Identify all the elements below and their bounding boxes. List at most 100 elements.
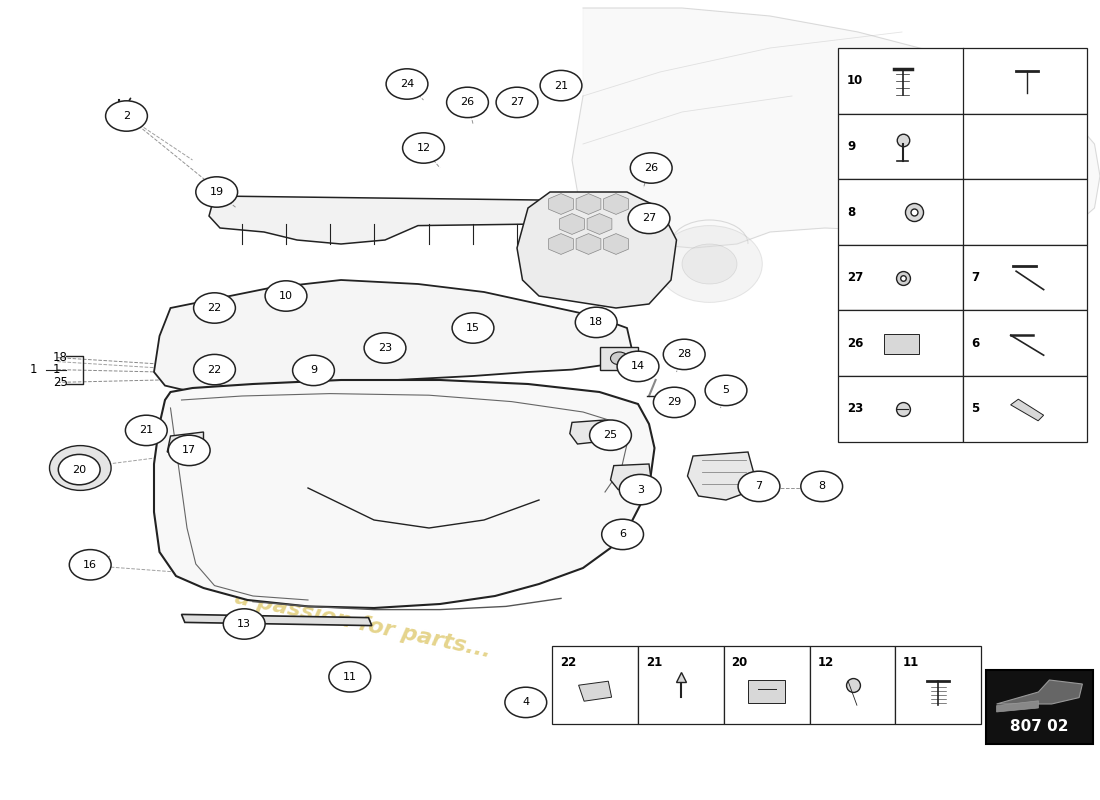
Text: 5: 5	[971, 402, 979, 415]
Circle shape	[364, 333, 406, 363]
Circle shape	[194, 354, 235, 385]
Text: 6: 6	[619, 530, 626, 539]
Text: 25: 25	[604, 430, 617, 440]
Text: a passion for parts...: a passion for parts...	[233, 587, 493, 661]
Polygon shape	[182, 614, 372, 626]
Polygon shape	[604, 194, 628, 214]
Text: 18: 18	[53, 351, 68, 364]
Polygon shape	[209, 196, 544, 244]
Circle shape	[946, 244, 1001, 284]
Circle shape	[575, 307, 617, 338]
Polygon shape	[154, 380, 654, 608]
Polygon shape	[997, 680, 1082, 704]
Text: 24: 24	[400, 79, 414, 89]
Polygon shape	[1011, 399, 1044, 421]
Circle shape	[921, 226, 1026, 302]
Polygon shape	[576, 194, 601, 214]
Polygon shape	[570, 420, 608, 444]
Text: 27: 27	[510, 98, 524, 107]
Circle shape	[196, 177, 238, 207]
Circle shape	[223, 609, 265, 639]
Text: 6: 6	[971, 337, 979, 350]
Text: 22: 22	[208, 303, 221, 313]
Circle shape	[58, 454, 100, 485]
Circle shape	[168, 435, 210, 466]
Circle shape	[590, 420, 631, 450]
Text: 8: 8	[847, 206, 856, 218]
Text: 29: 29	[668, 398, 681, 407]
Circle shape	[106, 101, 147, 131]
Circle shape	[447, 87, 488, 118]
Circle shape	[403, 133, 444, 163]
Text: 12: 12	[817, 656, 834, 669]
FancyBboxPatch shape	[600, 347, 638, 370]
FancyBboxPatch shape	[884, 334, 920, 354]
Circle shape	[738, 471, 780, 502]
FancyBboxPatch shape	[838, 114, 1087, 179]
Text: 15: 15	[466, 323, 480, 333]
Polygon shape	[610, 464, 651, 490]
Text: 2: 2	[123, 111, 130, 121]
Text: 11: 11	[343, 672, 356, 682]
Text: 1: 1	[53, 363, 60, 376]
Text: 10: 10	[847, 74, 864, 87]
Circle shape	[540, 70, 582, 101]
Polygon shape	[688, 452, 754, 500]
Text: 12: 12	[417, 143, 430, 153]
Text: 22: 22	[208, 365, 221, 374]
FancyBboxPatch shape	[838, 48, 1087, 114]
Circle shape	[682, 244, 737, 284]
Text: 27: 27	[847, 271, 864, 284]
Text: 26: 26	[645, 163, 658, 173]
FancyBboxPatch shape	[838, 376, 962, 442]
Text: 8: 8	[818, 482, 825, 491]
Polygon shape	[549, 234, 573, 254]
Text: spares: spares	[214, 496, 402, 544]
Text: 20: 20	[732, 656, 748, 669]
Text: 23: 23	[378, 343, 392, 353]
Circle shape	[801, 471, 843, 502]
Circle shape	[69, 550, 111, 580]
Text: 17: 17	[183, 446, 196, 455]
Circle shape	[657, 226, 762, 302]
Circle shape	[452, 313, 494, 343]
Text: euro: euro	[244, 440, 372, 488]
Polygon shape	[549, 194, 573, 214]
Circle shape	[630, 153, 672, 183]
Text: 9: 9	[310, 366, 317, 375]
Circle shape	[602, 519, 644, 550]
Circle shape	[610, 352, 628, 365]
Text: 13: 13	[238, 619, 251, 629]
Text: 9: 9	[847, 140, 856, 153]
Circle shape	[329, 662, 371, 692]
Text: 11: 11	[903, 656, 920, 669]
Circle shape	[619, 474, 661, 505]
FancyBboxPatch shape	[552, 646, 638, 724]
Polygon shape	[604, 234, 628, 254]
Polygon shape	[154, 280, 632, 392]
Polygon shape	[167, 432, 204, 454]
Text: 23: 23	[847, 402, 864, 415]
FancyBboxPatch shape	[838, 310, 962, 376]
Text: 25: 25	[53, 376, 68, 389]
Text: 20: 20	[73, 465, 86, 474]
Text: 807 02: 807 02	[1010, 719, 1069, 734]
Circle shape	[265, 281, 307, 311]
Text: 7: 7	[971, 271, 979, 284]
FancyBboxPatch shape	[986, 670, 1093, 744]
FancyBboxPatch shape	[962, 310, 1087, 376]
Text: 26: 26	[461, 98, 474, 107]
Text: 21: 21	[140, 426, 153, 435]
Circle shape	[705, 375, 747, 406]
Circle shape	[653, 387, 695, 418]
Text: 28: 28	[678, 350, 691, 359]
Text: 21: 21	[646, 656, 662, 669]
Text: 19: 19	[210, 187, 223, 197]
FancyBboxPatch shape	[724, 646, 810, 724]
Circle shape	[663, 339, 705, 370]
Text: 1: 1	[30, 363, 36, 376]
Polygon shape	[587, 214, 612, 234]
Text: 7: 7	[756, 482, 762, 491]
Circle shape	[496, 87, 538, 118]
Text: 4: 4	[522, 698, 529, 707]
